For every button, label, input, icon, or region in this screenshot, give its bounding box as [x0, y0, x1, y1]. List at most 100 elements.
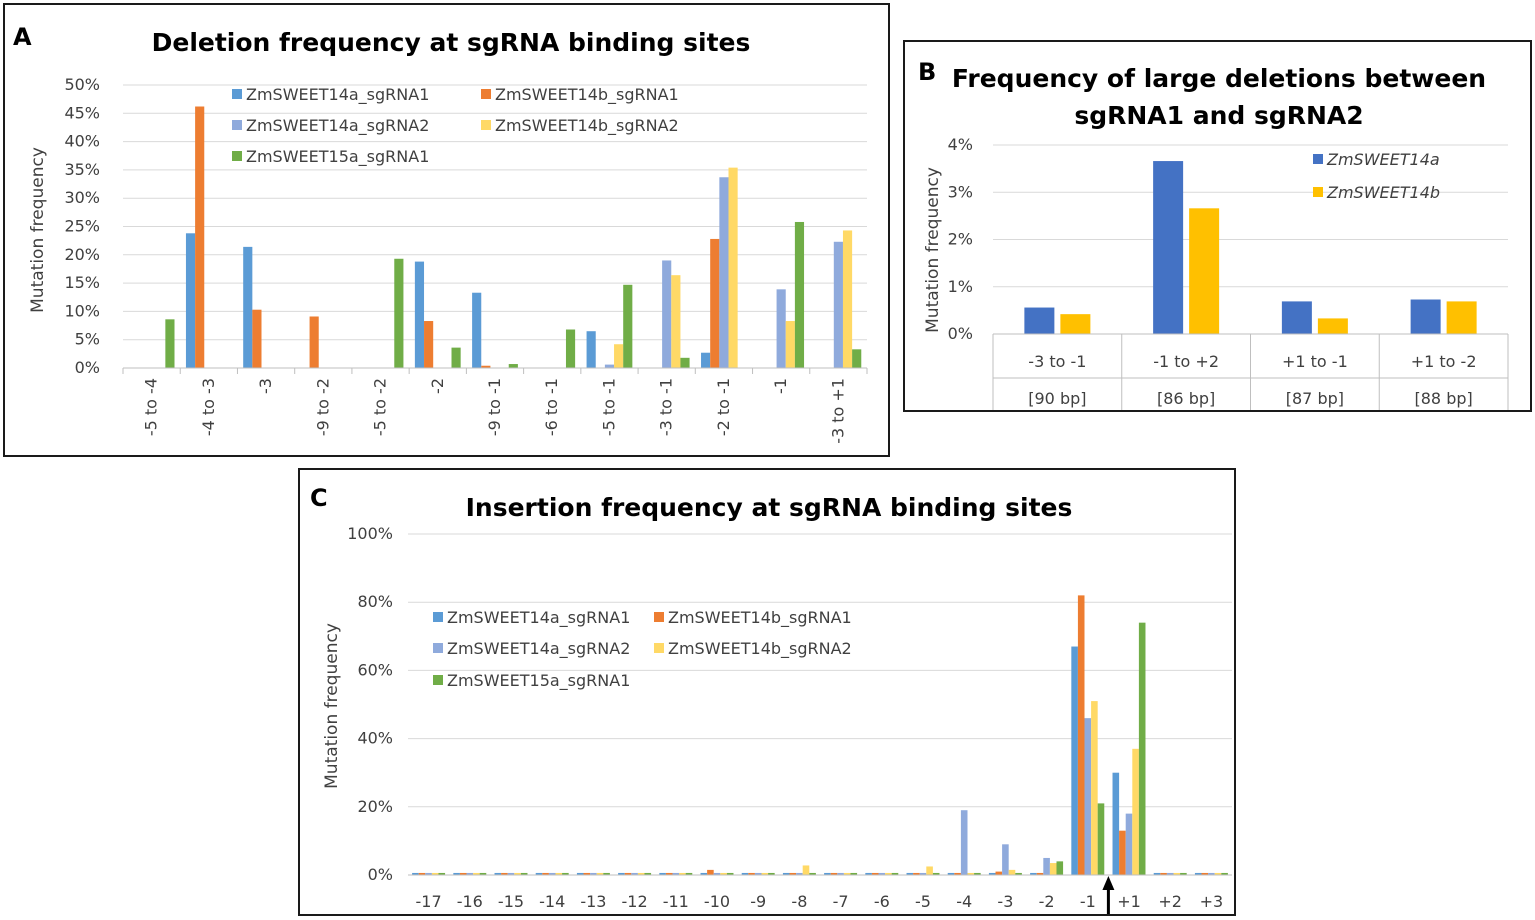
chart-c-bar-ZmSWEET14a_sgRNA2--15 — [507, 872, 515, 875]
chart-c-bar-ZmSWEET14a_sgRNA1--6 — [865, 872, 872, 875]
panel-c-letter: C — [310, 484, 328, 512]
chart-c-bar-ZmSWEET14b_sgRNA1--6 — [871, 872, 879, 875]
chart-b-category-sublabel: [86 bp] — [1157, 389, 1215, 408]
chart-a-bar-ZmSWEET14b_sgRNA1--2 — [424, 321, 434, 368]
chart-c-bar-ZmSWEET14b_sgRNA2-+1 — [1132, 748, 1139, 875]
chart-c-bar-ZmSWEET14a_sgRNA1--15 — [494, 872, 502, 875]
chart-c-bar-ZmSWEET15a_sgRNA1--10 — [726, 872, 734, 875]
chart-c-legend-label: ZmSWEET14a_sgRNA1 — [447, 608, 630, 628]
chart-c-bar-ZmSWEET15a_sgRNA1--15 — [520, 872, 528, 875]
chart-a-category-label: -3 — [256, 378, 275, 394]
chart-b-bar-ZmSWEET14b-+1 to -1 — [1317, 318, 1348, 334]
chart-c-bar-ZmSWEET14a_sgRNA2-+2 — [1166, 872, 1174, 875]
chart-c-category-label: -16 — [457, 892, 483, 911]
chart-c-bar-ZmSWEET15a_sgRNA1-+3 — [1221, 872, 1228, 875]
chart-b-category-sublabel: [90 bp] — [1028, 389, 1086, 408]
chart-a-category-label: -5 to -2 — [371, 378, 390, 436]
chart-c-bar-ZmSWEET14b_sgRNA2-+3 — [1214, 872, 1222, 875]
chart-c-bar-ZmSWEET14b_sgRNA1-+2 — [1160, 872, 1167, 875]
chart-a-bar-ZmSWEET14b_sgRNA1--4 to -3 — [195, 106, 205, 369]
chart-c-bar-ZmSWEET14b_sgRNA2--3 — [1008, 869, 1016, 875]
cut-site-arrow-head — [1102, 876, 1115, 890]
chart-b-bar-ZmSWEET14a--1 to +2 — [1153, 161, 1184, 334]
chart-c-y-axis-label: Mutation frequency — [322, 623, 342, 789]
chart-c-bar-ZmSWEET14b_sgRNA2--6 — [885, 872, 892, 875]
chart-a-ytick-label: 30% — [64, 188, 100, 207]
chart-c-bar-ZmSWEET14b_sgRNA2-+2 — [1173, 872, 1181, 875]
chart-a-legend-swatch — [481, 120, 491, 130]
chart-c-legend-swatch — [433, 612, 443, 622]
chart-c-bar-ZmSWEET14b_sgRNA2--7 — [843, 872, 851, 875]
chart-c-bar-ZmSWEET14b_sgRNA2--10 — [720, 872, 727, 875]
chart-c-category-label: -10 — [704, 892, 730, 911]
chart-b-bar-ZmSWEET14a--3 to -1 — [1024, 307, 1055, 334]
chart-c-bar-ZmSWEET14a_sgRNA2--9 — [754, 872, 762, 875]
chart-a-bar-ZmSWEET14b_sgRNA2--2 to -1 — [728, 167, 738, 368]
panel-b-letter: B — [918, 58, 937, 86]
chart-b-bar-ZmSWEET14b-+1 to -2 — [1446, 301, 1477, 334]
chart-c-bar-ZmSWEET15a_sgRNA1--9 — [768, 872, 775, 875]
chart-c-bar-ZmSWEET14b_sgRNA1--11 — [665, 872, 673, 875]
chart-b-legend-label: ZmSWEET14b — [1326, 183, 1440, 202]
chart-b-ytick-label: 3% — [948, 182, 973, 201]
chart-c-bar-ZmSWEET14a_sgRNA1-+3 — [1194, 872, 1202, 875]
chart-c-bar-ZmSWEET14b_sgRNA1--12 — [624, 872, 632, 875]
chart-c-bar-ZmSWEET14b_sgRNA1--9 — [748, 872, 755, 875]
chart-a-legend-label: ZmSWEET14a_sgRNA1 — [246, 85, 429, 105]
chart-c-bar-ZmSWEET14b_sgRNA2--15 — [514, 872, 521, 875]
chart-a-bar-ZmSWEET14a_sgRNA1--4 to -3 — [185, 233, 196, 368]
chart-c-bar-ZmSWEET14b_sgRNA2--12 — [637, 872, 645, 875]
chart-c-category-label: -17 — [416, 892, 442, 911]
chart-a-category-label: -3 to -1 — [657, 378, 676, 436]
chart-b-category-label: +1 to -1 — [1282, 352, 1348, 371]
chart-c-bar-ZmSWEET14a_sgRNA2--7 — [837, 872, 844, 875]
chart-c-bar-ZmSWEET15a_sgRNA1--4 — [974, 872, 981, 875]
chart-c-bar-ZmSWEET14a_sgRNA2--13 — [590, 872, 597, 875]
chart-a-bar-ZmSWEET14a_sgRNA2--3 to +1 — [833, 241, 843, 368]
chart-b-legend-swatch — [1313, 187, 1323, 197]
panel-a: A Deletion frequency at sgRNA binding si… — [3, 3, 890, 457]
chart-a-legend-label: ZmSWEET14a_sgRNA2 — [246, 116, 429, 136]
chart-a-ytick-label: 15% — [64, 273, 100, 292]
chart-a-legend-label: ZmSWEET15a_sgRNA1 — [246, 147, 429, 167]
chart-a-bar-ZmSWEET14a_sgRNA2--5 to -1 — [604, 364, 615, 368]
chart-c-bar-ZmSWEET14b_sgRNA2--1 — [1091, 701, 1098, 875]
chart-c-category-label: -14 — [539, 892, 565, 911]
chart-c-category-label: +2 — [1158, 892, 1182, 911]
chart-c-bar-ZmSWEET14a_sgRNA1--14 — [535, 872, 543, 875]
chart-c-bar-ZmSWEET14a_sgRNA2-+3 — [1208, 872, 1215, 875]
chart-c-legend-label: ZmSWEET14a_sgRNA2 — [447, 639, 630, 659]
chart-a-ytick-label: 25% — [64, 217, 100, 236]
chart-c-bar-ZmSWEET14a_sgRNA2--5 — [919, 872, 927, 875]
chart-c-bar-ZmSWEET14a_sgRNA1--12 — [618, 872, 625, 875]
chart-b-legend-swatch — [1313, 154, 1323, 164]
chart-a-title: Deletion frequency at sgRNA binding site… — [152, 28, 751, 57]
chart-c-bar-ZmSWEET14a_sgRNA1--2 — [1030, 872, 1037, 875]
chart-a-legend-label: ZmSWEET14b_sgRNA2 — [495, 116, 679, 136]
chart-c-bar-ZmSWEET15a_sgRNA1-+2 — [1180, 872, 1187, 875]
chart-a-y-axis-label: Mutation frequency — [28, 147, 48, 313]
chart-c-bar-ZmSWEET15a_sgRNA1--14 — [562, 872, 569, 875]
chart-a-ytick-label: 45% — [64, 103, 100, 122]
chart-a-ytick-label: 5% — [75, 330, 100, 349]
chart-b-bar-ZmSWEET14a-+1 to -2 — [1410, 299, 1441, 334]
chart-c-category-label: -2 — [1039, 892, 1055, 911]
chart-c-bar-ZmSWEET14b_sgRNA2--8 — [802, 865, 810, 875]
chart-c-bar-ZmSWEET14a_sgRNA1--3 — [988, 872, 996, 875]
chart-c-bar-ZmSWEET14b_sgRNA1--14 — [542, 872, 549, 875]
chart-c-bar-ZmSWEET15a_sgRNA1--3 — [1015, 872, 1022, 875]
chart-c-bar-ZmSWEET14a_sgRNA2-+1 — [1125, 813, 1133, 875]
chart-c-legend-label: ZmSWEET15a_sgRNA1 — [447, 671, 630, 691]
chart-a-bar-ZmSWEET15a_sgRNA1--3 to -1 — [680, 357, 690, 368]
chart-a-legend-swatch — [232, 151, 242, 161]
chart-c-bar-ZmSWEET14b_sgRNA1-+1 — [1119, 830, 1126, 875]
chart-a-bar-ZmSWEET14a_sgRNA1--9 to -1 — [472, 292, 482, 368]
chart-c-bar-ZmSWEET14b_sgRNA2--2 — [1049, 863, 1057, 875]
chart-c-bar-ZmSWEET14b_sgRNA1--8 — [789, 872, 797, 875]
chart-a-category-label: -2 — [428, 378, 447, 394]
chart-c-category-label: -7 — [833, 892, 849, 911]
chart-c-bar-ZmSWEET14b_sgRNA1--16 — [459, 872, 467, 875]
chart-c-bar-ZmSWEET14b_sgRNA1--2 — [1036, 872, 1044, 875]
chart-c-category-label: -1 — [1080, 892, 1096, 911]
chart-c-bar-ZmSWEET14b_sgRNA1--1 — [1077, 595, 1085, 875]
